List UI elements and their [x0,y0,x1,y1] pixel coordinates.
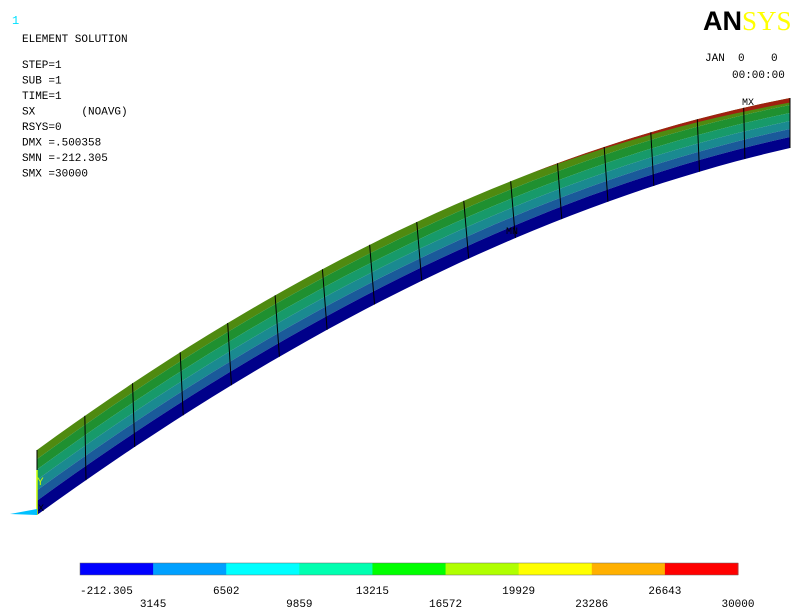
info-line: TIME=1 [22,91,62,103]
legend: -212.305 6502 13215 19929 26643 3145 9859 16572… [80,563,755,610]
legend-label: 26643 [648,586,681,598]
time: 00:00:00 [732,70,785,82]
info-block: ELEMENT SOLUTION STEP=1 SUB =1 TIME=1 SX (NO… [22,34,128,181]
ansys-window: 1 ELEMENT SOLUTION STEP=1 SUB =1 TIME=1 SX (… [0,0,801,610]
legend-swatch [80,563,154,575]
logo: ANSYS [703,6,792,36]
logo-an: AN [703,6,742,36]
triad-x-axis [10,509,37,515]
info-line: SMN =-212.305 [22,153,108,165]
legend-label: 9859 [286,599,312,610]
legend-label: 16572 [429,599,462,610]
legend-label: 19929 [502,586,535,598]
legend-swatch [446,563,520,575]
triad-y-label: Y [37,477,44,489]
info-line: SMX =30000 [22,169,88,181]
legend-swatch [226,563,300,575]
logo-sys: SYS [742,6,792,36]
legend-label: 6502 [213,586,239,598]
beam-band [37,137,790,515]
info-line: ELEMENT SOLUTION [22,34,128,46]
info-line: DMX =.500358 [22,138,101,150]
legend-label: -212.305 [80,586,133,598]
beam [37,98,790,515]
legend-swatch [592,563,666,575]
legend-swatch [372,563,446,575]
legend-label: 30000 [721,599,754,610]
legend-swatch [519,563,593,575]
date: JAN 0 0 [705,53,778,65]
info-line: RSYS=0 [22,122,62,134]
legend-label: 3145 [140,599,166,610]
max-marker: MX [742,98,754,109]
legend-swatch [153,563,227,575]
info-line: SUB =1 [22,76,62,88]
legend-swatch [665,563,739,575]
beam-band [37,129,790,501]
legend-swatch [299,563,373,575]
info-line: SX (NOAVG) [22,107,128,119]
info-line: STEP=1 [22,60,62,72]
min-marker: MN [506,227,518,238]
legend-label: 23286 [575,599,608,610]
window-number: 1 [12,14,19,28]
triad-x-label: X [38,504,44,515]
legend-label: 13215 [356,586,389,598]
